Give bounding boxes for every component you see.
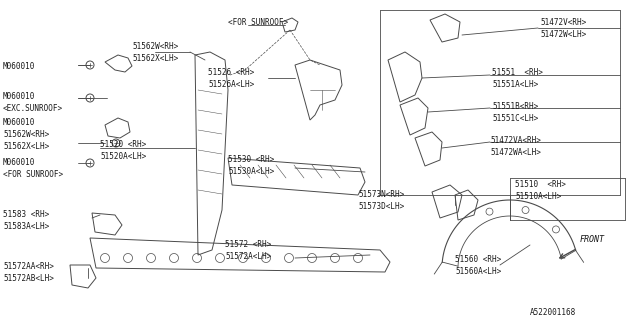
Text: 51573N<RH>
51573D<LH>: 51573N<RH> 51573D<LH> xyxy=(358,190,404,211)
Text: M060010: M060010 xyxy=(3,62,35,71)
Text: 51572AA<RH>
51572AB<LH>: 51572AA<RH> 51572AB<LH> xyxy=(3,262,54,283)
Text: 51520 <RH>
51520A<LH>: 51520 <RH> 51520A<LH> xyxy=(100,140,147,161)
Text: 51560 <RH>
51560A<LH>: 51560 <RH> 51560A<LH> xyxy=(455,255,501,276)
Text: 51583 <RH>
51583A<LH>: 51583 <RH> 51583A<LH> xyxy=(3,210,49,231)
Text: 51562W<RH>
51562X<LH>: 51562W<RH> 51562X<LH> xyxy=(132,42,179,63)
Text: 51551B<RH>
51551C<LH>: 51551B<RH> 51551C<LH> xyxy=(492,102,538,123)
Text: 51572 <RH>
51572A<LH>: 51572 <RH> 51572A<LH> xyxy=(225,240,271,261)
Text: M060010
<EXC.SUNROOF>: M060010 <EXC.SUNROOF> xyxy=(3,92,63,113)
Text: M060010
<FOR SUNROOF>: M060010 <FOR SUNROOF> xyxy=(3,158,63,179)
Text: 51526 <RH>
51526A<LH>: 51526 <RH> 51526A<LH> xyxy=(208,68,254,89)
Text: 51510  <RH>
51510A<LH>: 51510 <RH> 51510A<LH> xyxy=(515,180,566,201)
Text: FRONT: FRONT xyxy=(580,235,605,244)
Text: M060010
51562W<RH>
51562X<LH>: M060010 51562W<RH> 51562X<LH> xyxy=(3,118,49,151)
Text: <FOR SUNROOF>: <FOR SUNROOF> xyxy=(228,18,288,27)
Text: 51551  <RH>
51551A<LH>: 51551 <RH> 51551A<LH> xyxy=(492,68,543,89)
Text: 51472V<RH>
51472W<LH>: 51472V<RH> 51472W<LH> xyxy=(540,18,586,39)
Text: A522001168: A522001168 xyxy=(530,308,576,317)
Text: 51472VA<RH>
51472WA<LH>: 51472VA<RH> 51472WA<LH> xyxy=(490,136,541,157)
Text: 51530 <RH>
51530A<LH>: 51530 <RH> 51530A<LH> xyxy=(228,155,275,176)
